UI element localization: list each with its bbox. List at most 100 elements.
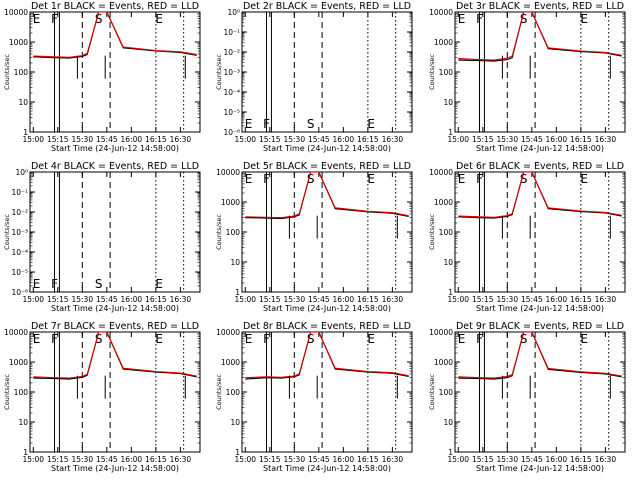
x-tick-label: 15:45 (96, 135, 118, 144)
x-tick-label: 16:00 (121, 455, 143, 464)
panel-title: Det 6r BLACK = Events, RED = LLD (456, 161, 624, 172)
x-tick-label: 16:30 (382, 135, 404, 144)
marker-label: F (476, 172, 483, 186)
y-tick-label: 1 (448, 128, 453, 137)
x-tick-label: 15:45 (96, 295, 118, 304)
y-tick-label: 10⁻¹ (223, 28, 240, 37)
y-axis-label: Counts/sec (215, 54, 223, 90)
marker-label: E (33, 277, 41, 291)
y-axis-label: Counts/sec (3, 374, 11, 410)
y-tick-label: 1 (23, 128, 28, 137)
marker-label: S (307, 172, 315, 186)
panel-title: Det 5r BLACK = Events, RED = LLD (243, 161, 411, 172)
y-tick-label: 10⁻⁶ (11, 288, 28, 297)
y-tick-label: 10⁻¹ (11, 188, 28, 197)
x-tick-label: 15:15 (472, 295, 494, 304)
x-tick-label: 15:45 (96, 455, 118, 464)
x-tick-label: 16:00 (333, 135, 355, 144)
y-tick-label: 100 (14, 68, 29, 77)
x-tick-label: 15:30 (283, 295, 305, 304)
y-axis-label: Counts/sec (215, 374, 223, 410)
y-tick-label: 10000 (429, 8, 453, 17)
marker-label: F (51, 12, 58, 26)
x-tick-label: 15:00 (447, 135, 469, 144)
panel-5: Det 5r BLACK = Events, RED = LLD 1 10 100 10… (215, 161, 413, 313)
marker-label: E (155, 277, 163, 291)
y-tick-label: 1 (23, 448, 28, 457)
series-lld-line (33, 332, 197, 379)
x-axis-label: Start Time (24-Jun-12 14:58:00) (476, 304, 604, 313)
y-tick-label: 1000 (221, 358, 240, 367)
x-tick-label: 16:00 (546, 455, 568, 464)
x-axis-label: Start Time (24-Jun-12 14:58:00) (263, 144, 391, 153)
x-tick-label: 16:30 (595, 135, 617, 144)
marker-label: S (95, 12, 103, 26)
x-tick-label: 16:00 (121, 135, 143, 144)
marker-label: E (155, 12, 163, 26)
y-tick-label: 10000 (4, 8, 28, 17)
x-tick-label: 16:15 (570, 135, 592, 144)
marker-label: E (245, 332, 253, 346)
marker-label: F (263, 117, 270, 131)
x-tick-label: 15:15 (472, 455, 494, 464)
series-events-line (458, 172, 622, 219)
marker-label: E (367, 172, 375, 186)
x-tick-label: 16:30 (382, 455, 404, 464)
marker-label: F (263, 172, 270, 186)
marker-label: S (95, 332, 103, 346)
x-tick-label: 15:30 (283, 455, 305, 464)
marker-label: S (95, 277, 103, 291)
panel-title: Det 7r BLACK = Events, RED = LLD (31, 321, 199, 332)
x-tick-label: 15:45 (308, 135, 330, 144)
panel-7: Det 7r BLACK = Events, RED = LLD 1 10 100 10… (3, 321, 201, 473)
y-tick-label: 10⁻² (223, 48, 240, 57)
x-axis-label: Start Time (24-Jun-12 14:58:00) (476, 144, 604, 153)
x-tick-label: 15:15 (259, 455, 281, 464)
x-tick-label: 15:00 (22, 295, 44, 304)
x-tick-label: 15:00 (234, 295, 256, 304)
x-tick-label: 16:00 (546, 295, 568, 304)
y-tick-label: 10⁻² (11, 208, 28, 217)
x-tick-label: 16:15 (357, 295, 379, 304)
x-tick-label: 15:15 (259, 295, 281, 304)
y-tick-label: 10 (230, 418, 240, 427)
marker-label: E (245, 172, 253, 186)
marker-label: E (245, 117, 253, 131)
series-events-line (458, 332, 622, 380)
x-tick-label: 16:00 (121, 295, 143, 304)
x-tick-label: 15:30 (71, 295, 93, 304)
y-tick-label: 10000 (429, 328, 453, 337)
y-tick-label: 100 (439, 228, 454, 237)
x-tick-label: 16:00 (333, 295, 355, 304)
y-tick-label: 10⁻⁶ (223, 128, 240, 137)
y-tick-label: 10 (443, 418, 453, 427)
y-axis-label: Counts/sec (428, 54, 436, 90)
x-axis-label: Start Time (24-Jun-12 14:58:00) (476, 464, 604, 473)
y-tick-label: 10⁻³ (11, 228, 28, 237)
y-tick-label: 10⁻⁴ (11, 248, 28, 257)
x-tick-label: 15:00 (22, 455, 44, 464)
x-tick-label: 15:45 (308, 295, 330, 304)
panel-title: Det 4r BLACK = Events, RED = LLD (31, 161, 199, 172)
y-tick-label: 100 (439, 388, 454, 397)
marker-label: E (33, 332, 41, 346)
y-tick-label: 10 (18, 98, 28, 107)
x-tick-label: 15:30 (283, 135, 305, 144)
marker-label: E (580, 12, 588, 26)
y-tick-label: 1000 (9, 38, 28, 47)
x-tick-label: 15:00 (447, 295, 469, 304)
x-tick-label: 16:15 (145, 455, 167, 464)
marker-label: F (476, 332, 483, 346)
marker-label: S (520, 172, 528, 186)
series-lld-line (458, 12, 622, 61)
x-tick-label: 16:30 (595, 295, 617, 304)
x-tick-label: 15:45 (521, 455, 543, 464)
y-tick-label: 10⁰ (15, 168, 28, 177)
y-tick-label: 10000 (429, 168, 453, 177)
y-tick-label: 10000 (216, 168, 240, 177)
x-axis-label: Start Time (24-Jun-12 14:58:00) (263, 464, 391, 473)
x-tick-label: 16:15 (570, 455, 592, 464)
series-lld-line (245, 332, 409, 379)
x-tick-label: 15:45 (308, 455, 330, 464)
